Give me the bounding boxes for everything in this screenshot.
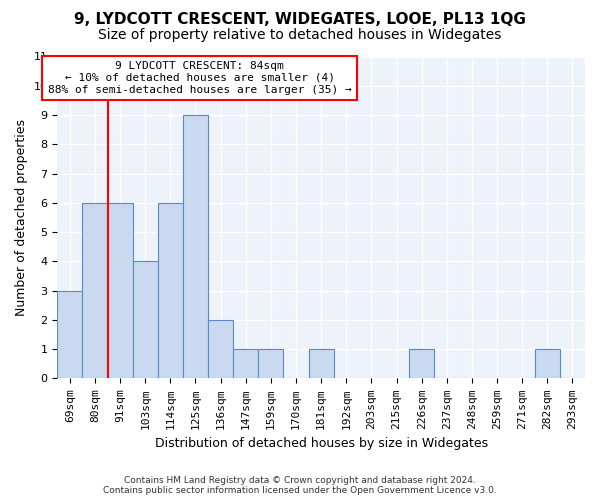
Bar bbox=[535, 349, 560, 378]
Bar bbox=[259, 349, 283, 378]
Text: Contains HM Land Registry data © Crown copyright and database right 2024.
Contai: Contains HM Land Registry data © Crown c… bbox=[103, 476, 497, 495]
Bar bbox=[133, 262, 158, 378]
Bar bbox=[107, 203, 133, 378]
Bar bbox=[57, 290, 82, 378]
Bar bbox=[409, 349, 434, 378]
Bar bbox=[208, 320, 233, 378]
X-axis label: Distribution of detached houses by size in Widegates: Distribution of detached houses by size … bbox=[155, 437, 488, 450]
Text: 9, LYDCOTT CRESCENT, WIDEGATES, LOOE, PL13 1QG: 9, LYDCOTT CRESCENT, WIDEGATES, LOOE, PL… bbox=[74, 12, 526, 28]
Y-axis label: Number of detached properties: Number of detached properties bbox=[15, 119, 28, 316]
Text: Size of property relative to detached houses in Widegates: Size of property relative to detached ho… bbox=[98, 28, 502, 42]
Bar bbox=[308, 349, 334, 378]
Bar bbox=[158, 203, 183, 378]
Bar bbox=[233, 349, 259, 378]
Bar bbox=[82, 203, 107, 378]
Bar bbox=[183, 115, 208, 378]
Text: 9 LYDCOTT CRESCENT: 84sqm
← 10% of detached houses are smaller (4)
88% of semi-d: 9 LYDCOTT CRESCENT: 84sqm ← 10% of detac… bbox=[48, 62, 352, 94]
